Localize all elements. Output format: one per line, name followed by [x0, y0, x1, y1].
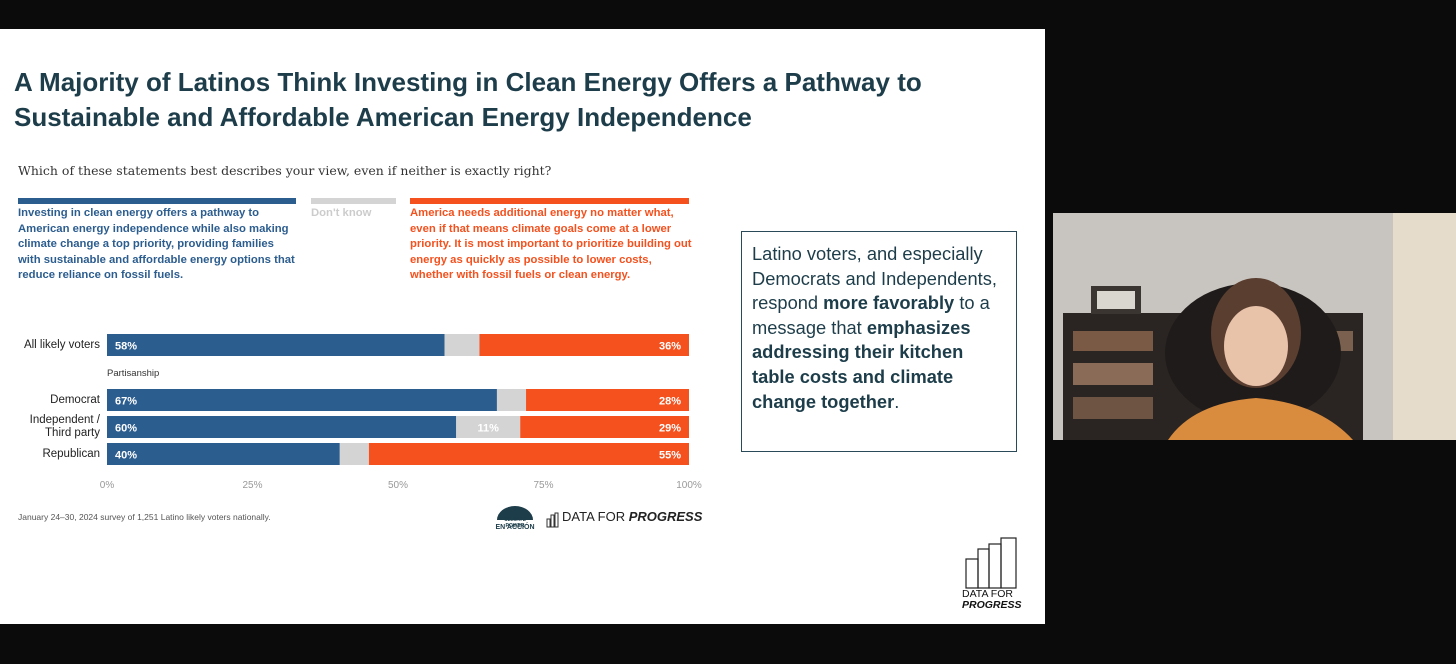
data-label: 67% [115, 396, 137, 408]
x-tick-label: 75% [533, 480, 553, 491]
books [1073, 363, 1153, 385]
logo-icon [988, 543, 1002, 589]
logo-icon [546, 518, 551, 528]
chart-subtitle: Which of these statements best describes… [18, 163, 552, 178]
bar-segment [107, 334, 445, 356]
bar-segment [107, 443, 340, 465]
logo-word: DATA FOR [562, 509, 626, 524]
callout: Latino voters, and especially Democrats … [741, 231, 1017, 452]
books [1073, 331, 1153, 351]
x-tick-label: 100% [676, 480, 702, 491]
logo-icon [497, 506, 533, 520]
webcam [1053, 213, 1456, 440]
x-tick-label: 25% [242, 480, 262, 491]
logo-icon [977, 548, 990, 589]
picture [1097, 291, 1135, 309]
x-tick-label: 0% [100, 480, 115, 491]
logo-word: DATA FOR [962, 588, 1013, 600]
legend-swatch [18, 198, 296, 204]
chart: 58% 36% 67% 28% 60% 11% 29% 40% 55% 0% 25% 50% 75% 10… [18, 198, 1017, 589]
logo-word: PROGRESS [628, 509, 703, 524]
logo-icon [965, 558, 979, 589]
logo-text: CLIMATE POWER [504, 517, 526, 529]
legend-text: America needs additional energy no matte… [410, 207, 692, 282]
slide: 58% 36% 67% 28% 60% 11% 29% 40% 55% 0% 25% 50% 75% 10… [0, 29, 1045, 624]
bar-segment [107, 416, 457, 438]
callout-text: Latino voters, and especially Democrats … [752, 243, 997, 314]
logo-icon [1000, 537, 1017, 589]
legend-swatch [311, 198, 396, 204]
data-label: 58% [115, 341, 137, 353]
bar-segment [479, 334, 689, 356]
logo-text: DATA FOR PROGRESS [562, 509, 702, 524]
source-note: January 24–30, 2024 survey of 1,251 Lati… [18, 512, 271, 522]
data-label: 55% [659, 450, 681, 462]
legend-text: Investing in clean energy offers a pathw… [18, 207, 295, 282]
y-tick-label: Independent / Third party [29, 414, 100, 439]
legend-text: Don't know [311, 207, 372, 219]
face [1224, 306, 1288, 386]
data-label: 40% [115, 450, 137, 462]
books [1073, 397, 1153, 419]
callout-bold: more favorably [823, 292, 955, 314]
bar-segment [496, 389, 527, 411]
data-label: 36% [659, 341, 681, 353]
callout-bold: emphasizes addressing their kitchen tabl… [752, 316, 971, 412]
bar-segment [444, 334, 480, 356]
logo-text: EN ACCIÓN [495, 524, 535, 531]
x-tick-label: 50% [388, 480, 408, 491]
bar-segment [339, 443, 369, 465]
legend-swatch [410, 198, 689, 204]
y-tick-label: Democrat [50, 393, 100, 406]
callout-text: . [894, 390, 900, 412]
data-label: 28% [659, 396, 681, 408]
bar-segment [456, 416, 521, 438]
callout-text: to a message that [752, 292, 990, 338]
group-label: Partisanship [107, 368, 160, 379]
logo-word: PROGRESS [962, 599, 1022, 611]
bar-segment [526, 389, 689, 411]
doorway [1393, 213, 1456, 440]
bar-segment [520, 416, 689, 438]
bar-segment [368, 443, 689, 465]
slide-title: A Majority of Latinos Think Investing in… [14, 67, 922, 132]
data-label: 11% [477, 423, 499, 435]
bar-segment [107, 389, 497, 411]
data-label: 60% [115, 423, 137, 435]
sweater [1168, 398, 1353, 440]
data-label: 29% [659, 423, 681, 435]
logo-icon [554, 512, 559, 528]
logo-text: DATA FOR PROGRESS [962, 589, 1022, 611]
y-tick-label: All likely voters [23, 338, 100, 351]
y-tick-label: Republican [42, 447, 100, 460]
logo-icon [550, 514, 555, 528]
